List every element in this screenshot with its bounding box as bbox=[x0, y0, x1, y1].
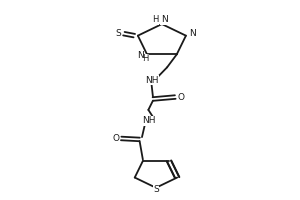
Text: O: O bbox=[112, 134, 119, 143]
Text: O: O bbox=[178, 93, 185, 102]
Text: NH: NH bbox=[142, 116, 155, 125]
Text: S: S bbox=[116, 29, 122, 38]
Text: N: N bbox=[137, 51, 144, 60]
Text: H: H bbox=[152, 15, 158, 24]
Text: H: H bbox=[142, 54, 149, 63]
Text: NH: NH bbox=[145, 76, 158, 85]
Text: S: S bbox=[153, 185, 159, 194]
Text: N: N bbox=[189, 29, 196, 38]
Text: N: N bbox=[161, 15, 168, 24]
